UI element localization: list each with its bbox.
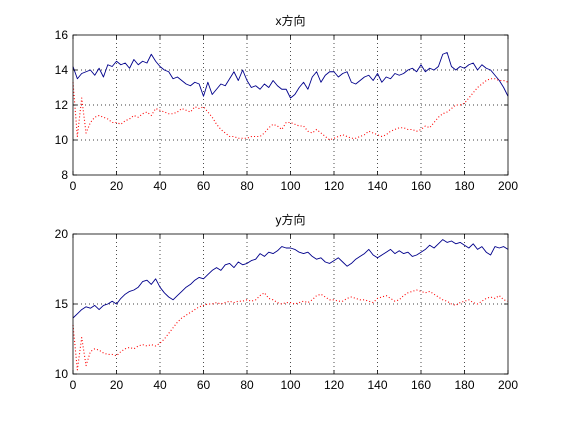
chart-title: x方向 [275,13,305,28]
y-tick-label: 10 [55,133,69,147]
x-tick-label: 120 [324,378,344,392]
y-tick-label: 15 [55,297,69,311]
x-tick-label: 140 [367,378,387,392]
y-tick-label: 8 [61,168,68,182]
x-tick-label: 100 [280,179,300,193]
series-line-solid-blue [72,52,509,99]
x-tick-label: 40 [153,179,167,193]
x-tick-label: 80 [240,378,254,392]
series-line-dotted-red [72,289,509,371]
x-tick-label: 200 [498,179,518,193]
x-tick-label: 120 [324,179,344,193]
series-line-solid-blue [72,239,509,319]
x-tick-label: 60 [197,378,211,392]
x-tick-label: 180 [454,179,474,193]
x-tick-label: 40 [153,378,167,392]
axes-x-direction: 0 20 40 60 80 100 120 140 160 180 200 8 10 12 14 16 x方向 [55,13,519,193]
x-tick-label: 0 [70,378,77,392]
x-tick-label: 0 [70,179,77,193]
axes-y-direction: 0 20 40 60 80 100 120 140 160 180 200 10 15 20 y方向 [55,212,519,392]
chart-title: y方向 [275,212,305,227]
x-tick-label: 80 [240,179,254,193]
x-tick-label: 180 [454,378,474,392]
x-tick-label: 20 [110,378,124,392]
x-tick-label: 60 [197,179,211,193]
x-tick-label: 140 [367,179,387,193]
y-tick-label: 12 [55,98,69,112]
y-tick-label: 20 [55,227,69,241]
y-tick-label: 16 [55,28,69,42]
x-tick-label: 160 [411,179,431,193]
x-tick-label: 20 [110,179,124,193]
x-tick-label: 100 [280,378,300,392]
x-tick-label: 160 [411,378,431,392]
y-tick-label: 10 [55,367,69,381]
x-tick-label: 200 [498,378,518,392]
y-tick-label: 14 [55,63,69,77]
